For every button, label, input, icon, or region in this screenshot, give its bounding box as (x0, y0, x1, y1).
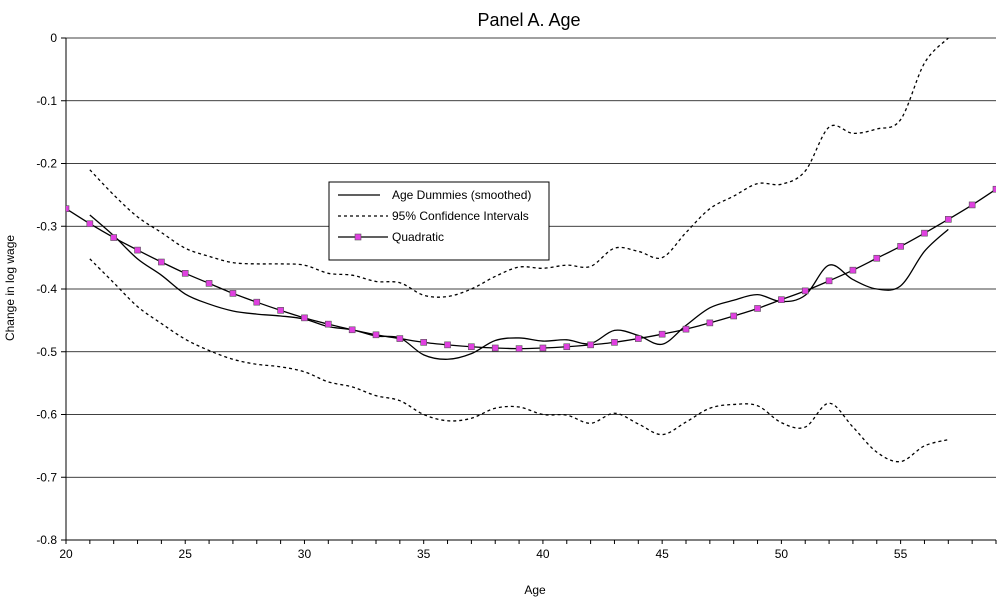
quadratic-point (372, 331, 380, 339)
y-axis-ticks: 0 -0.1 -0.2 -0.3 -0.4 -0.5 -0.6 -0.7 -0.8 (36, 31, 66, 547)
series-group (66, 38, 996, 463)
quadratic-point (945, 216, 952, 223)
quadratic-point (86, 220, 94, 228)
legend: Age Dummies (smoothed) 95% Confidence In… (328, 181, 550, 261)
quadratic-point (754, 305, 761, 312)
quadratic-point (921, 229, 928, 237)
y-tick-label: 0 (50, 31, 57, 45)
quadratic-point (444, 341, 451, 349)
quadratic-point (134, 246, 141, 254)
quadratic-point (158, 258, 165, 266)
series-line-3 (66, 188, 996, 350)
x-tick-label: 30 (298, 547, 312, 561)
quadratic-point (778, 296, 785, 303)
quadratic-point (277, 307, 284, 314)
x-tick-label: 45 (655, 547, 669, 561)
x-axis-label: Age (524, 583, 546, 597)
x-axis-ticks: 20 25 30 35 40 45 50 55 (59, 540, 997, 561)
quadratic-point (66, 205, 70, 212)
quadratic-point (635, 335, 642, 342)
quadratic-point (611, 339, 618, 346)
x-tick-label: 35 (417, 547, 431, 561)
quadratic-point (325, 320, 332, 328)
quadratic-point (229, 290, 237, 297)
quadratic-point (682, 325, 690, 333)
legend-marker-quadratic (354, 233, 362, 241)
quadratic-point (563, 343, 571, 351)
quadratic-point (587, 341, 594, 349)
quadratic-point (515, 345, 523, 352)
x-tick-label: 55 (894, 547, 908, 561)
quadratic-point (110, 234, 117, 241)
quadratic-point (420, 339, 427, 346)
quadratic-point (396, 335, 404, 342)
y-tick-label: -0.6 (36, 408, 57, 422)
x-tick-label: 50 (775, 547, 789, 561)
quadratic-point (253, 298, 261, 306)
quadratic-point (348, 326, 356, 334)
y-tick-label: -0.1 (36, 94, 57, 108)
quadratic-point (873, 254, 881, 262)
quadratic-point (539, 344, 547, 352)
y-axis-label: Change in log wage (3, 235, 17, 341)
y-tick-label: -0.4 (36, 282, 57, 296)
series-line-0 (89, 214, 949, 360)
quadratic-point (301, 314, 308, 322)
quadratic-point (730, 312, 737, 320)
chart-title: Panel A. Age (477, 10, 580, 30)
quadratic-point (181, 270, 189, 277)
legend-label-quadratic: Quadratic (392, 230, 444, 244)
legend-label-confidence-intervals: 95% Confidence Intervals (392, 209, 529, 223)
y-tick-label: -0.5 (36, 345, 57, 359)
y-tick-label: -0.7 (36, 470, 57, 484)
quadratic-point (992, 185, 996, 193)
quadratic-point (468, 343, 475, 351)
legend-label-age-dummies: Age Dummies (smoothed) (392, 188, 531, 202)
quadratic-point (491, 344, 499, 352)
quadratic-point (658, 330, 666, 338)
series-line-2 (89, 258, 949, 463)
quadratic-point (801, 287, 809, 295)
x-tick-label: 40 (536, 547, 550, 561)
quadratic-point (825, 277, 833, 285)
quadratic-point (849, 266, 857, 274)
quadratic-point (706, 319, 714, 327)
x-tick-label: 20 (59, 547, 73, 561)
quadratic-point (968, 201, 976, 209)
y-tick-label: -0.3 (36, 219, 57, 233)
quadratic-point (205, 280, 213, 287)
y-tick-label: -0.2 (36, 157, 57, 171)
series-line-1 (89, 38, 949, 298)
x-tick-label: 25 (179, 547, 193, 561)
y-tick-label: -0.8 (36, 533, 57, 547)
quadratic-point (897, 243, 904, 250)
